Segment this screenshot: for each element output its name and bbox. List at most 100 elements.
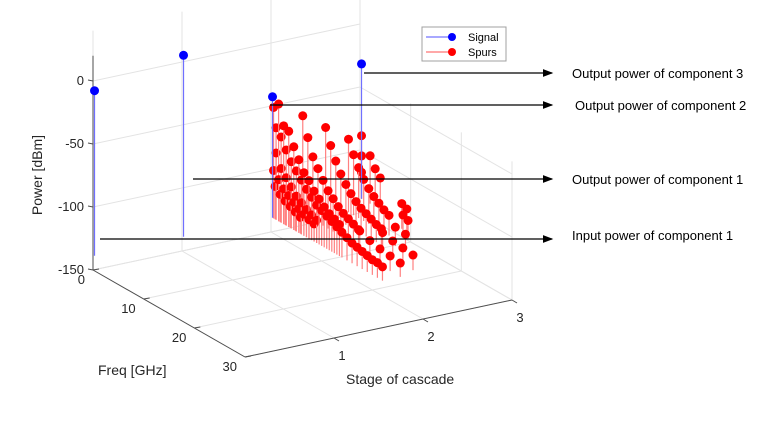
spurs-marker bbox=[284, 126, 294, 136]
spurs-marker bbox=[318, 175, 328, 185]
spurs-marker bbox=[319, 202, 329, 212]
y-tick-label: 10 bbox=[121, 301, 135, 316]
z-tick bbox=[87, 205, 94, 208]
spurs-marker bbox=[298, 111, 308, 121]
legend-entry-spurs: Spurs bbox=[426, 47, 497, 59]
spurs-marker bbox=[334, 220, 344, 230]
spurs-marker bbox=[303, 133, 313, 143]
grid-line bbox=[181, 250, 335, 339]
spurs-marker bbox=[408, 250, 418, 260]
spurs-marker bbox=[346, 189, 356, 199]
spurs-marker bbox=[291, 166, 301, 176]
x-tick-label: 1 bbox=[338, 348, 345, 363]
z-tick-label: 0 bbox=[77, 73, 84, 88]
spurs-marker bbox=[377, 262, 387, 272]
signal-marker bbox=[179, 50, 189, 60]
spurs-marker bbox=[276, 132, 286, 142]
annotations: Output power of component 3 Output power … bbox=[100, 66, 746, 243]
x-axis-label: Stage of cascade bbox=[346, 371, 454, 387]
spurs-series bbox=[269, 99, 418, 281]
z-tick-label: -100 bbox=[58, 199, 84, 214]
spurs-marker bbox=[314, 194, 324, 204]
grid-line bbox=[270, 231, 424, 320]
z-tick-label: -50 bbox=[65, 136, 84, 151]
spurs-marker bbox=[370, 164, 380, 174]
spurs-marker bbox=[309, 186, 319, 196]
spurs-marker bbox=[333, 202, 343, 212]
legend-spurs-label: Spurs bbox=[468, 47, 497, 59]
spurs-marker bbox=[304, 176, 314, 186]
spurs-marker bbox=[385, 251, 395, 261]
annotation-label: Input power of component 1 bbox=[572, 228, 733, 243]
spurs-marker bbox=[375, 173, 385, 183]
annotation-label: Output power of component 3 bbox=[572, 66, 743, 81]
spurs-marker bbox=[344, 134, 353, 144]
spurs-marker bbox=[269, 165, 279, 175]
x-tick bbox=[422, 318, 429, 323]
spurs-marker bbox=[365, 151, 375, 161]
x-tick-label: 2 bbox=[427, 329, 434, 344]
spurs-marker bbox=[400, 229, 410, 239]
signal-series bbox=[90, 50, 367, 256]
spurs-marker bbox=[384, 210, 394, 220]
y-tick bbox=[143, 297, 150, 300]
spurs-marker bbox=[349, 150, 359, 160]
legend: Signal Spurs bbox=[421, 26, 507, 62]
annotation-label: Output power of component 1 bbox=[572, 172, 743, 187]
spurs-marker bbox=[355, 226, 365, 236]
z-axis-label: Power [dBm] bbox=[29, 135, 45, 215]
grid-line bbox=[92, 23, 361, 82]
legend-signal-marker bbox=[448, 33, 456, 41]
grid-line bbox=[92, 86, 361, 145]
spurs-marker bbox=[365, 236, 375, 246]
spurs-marker bbox=[336, 169, 346, 179]
grid-line bbox=[194, 270, 462, 329]
spurs-marker bbox=[308, 152, 318, 162]
x-tick bbox=[333, 337, 340, 342]
y-axis-line bbox=[92, 269, 246, 358]
spurs-marker bbox=[323, 186, 333, 196]
spurs-marker bbox=[276, 164, 286, 173]
spurs-marker bbox=[299, 168, 309, 178]
spurs-marker bbox=[321, 123, 331, 132]
spurs-marker bbox=[403, 215, 413, 225]
spurs-marker bbox=[313, 164, 323, 174]
spurs-marker bbox=[326, 141, 336, 151]
spurs-marker bbox=[374, 198, 384, 208]
x-tick-label: 3 bbox=[516, 310, 523, 325]
spurs-marker bbox=[312, 215, 322, 225]
signal-marker bbox=[268, 92, 278, 102]
spurs-marker bbox=[364, 184, 374, 194]
grid-line bbox=[359, 86, 513, 175]
y-axis-label: Freq [GHz] bbox=[98, 362, 166, 378]
spurs-marker bbox=[289, 142, 299, 152]
z-tick bbox=[87, 268, 94, 271]
spurs-marker bbox=[281, 173, 291, 183]
spurs-marker bbox=[354, 163, 364, 173]
signal-marker bbox=[357, 59, 367, 69]
spurs-marker bbox=[328, 194, 338, 204]
spurs-marker bbox=[294, 155, 304, 165]
spurs-marker bbox=[378, 228, 388, 238]
spurs-marker bbox=[395, 258, 405, 268]
legend-signal-label: Signal bbox=[468, 32, 499, 44]
spurs-marker bbox=[388, 236, 398, 246]
spurs-marker bbox=[331, 156, 341, 166]
y-tick bbox=[92, 268, 100, 271]
z-tick bbox=[87, 142, 94, 145]
signal-marker bbox=[90, 86, 100, 96]
spurs-marker bbox=[341, 179, 351, 189]
z-tick bbox=[87, 79, 94, 82]
y-tick-label: 0 bbox=[78, 272, 85, 287]
spurs-marker bbox=[375, 244, 385, 254]
y-tick bbox=[244, 355, 252, 358]
grid-line bbox=[359, 149, 513, 238]
y-tick bbox=[194, 326, 201, 329]
spurs-marker bbox=[301, 184, 311, 194]
x-axis-line bbox=[244, 299, 513, 358]
spurs-marker bbox=[286, 157, 296, 167]
spurs-marker bbox=[390, 222, 400, 232]
legend-box bbox=[421, 26, 507, 62]
